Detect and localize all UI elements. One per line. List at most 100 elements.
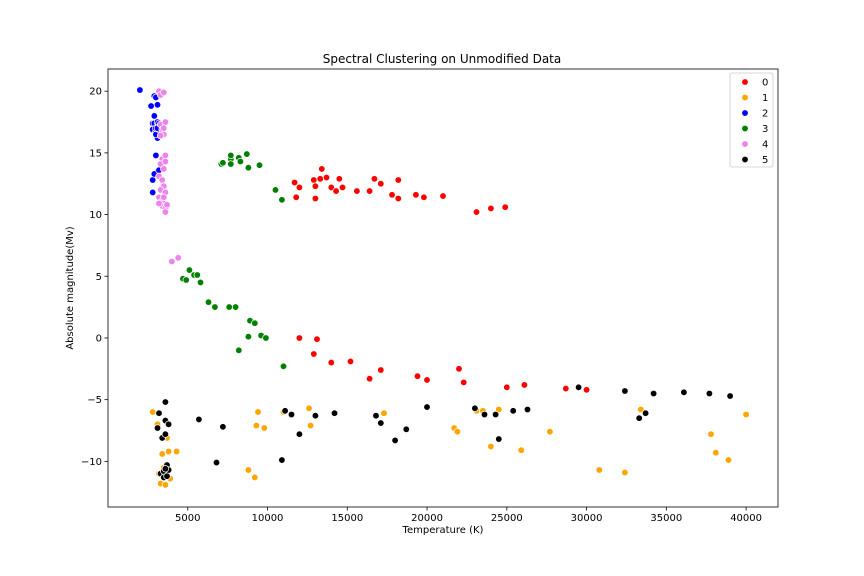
- legend-marker: [741, 155, 749, 164]
- data-point: [641, 409, 650, 417]
- plot-area-frame: [107, 68, 779, 508]
- data-point: [453, 428, 462, 436]
- data-point: [460, 378, 468, 387]
- data-point: [380, 409, 388, 417]
- data-point: [712, 449, 720, 457]
- data-point: [316, 175, 324, 183]
- data-point: [637, 405, 645, 414]
- chart-title: Spectral Clustering on Unmodified Data: [323, 52, 561, 66]
- data-point: [365, 187, 374, 195]
- x-tick-label: 30000: [571, 513, 603, 524]
- data-point: [402, 425, 410, 433]
- data-point: [327, 358, 335, 367]
- data-point: [311, 412, 320, 420]
- legend-marker: [741, 109, 749, 117]
- data-point: [149, 188, 157, 197]
- data-point: [523, 405, 532, 414]
- legend-box: [729, 72, 774, 168]
- data-point: [377, 419, 385, 427]
- legend: 0 1 2 3 4 5: [729, 72, 774, 168]
- x-tick-label: 40000: [730, 513, 762, 524]
- legend-item-0: 0: [741, 78, 768, 89]
- data-point: [251, 473, 259, 482]
- data-point: [412, 191, 420, 199]
- data-point: [147, 102, 155, 110]
- legend-marker: [741, 124, 749, 133]
- data-point: [310, 176, 318, 184]
- legend-item-3: 3: [741, 124, 768, 135]
- legend-label: 2: [762, 109, 768, 120]
- data-point: [219, 423, 227, 431]
- x-tick-label: 25000: [491, 513, 523, 524]
- y-tick-label: 0: [96, 333, 102, 344]
- legend-label: 0: [762, 78, 768, 89]
- data-point: [161, 118, 170, 126]
- data-point: [520, 381, 529, 389]
- data-point: [311, 182, 320, 190]
- data-point: [335, 175, 343, 183]
- data-point: [204, 298, 213, 306]
- x-tick-label: 5000: [175, 513, 200, 524]
- data-point: [153, 424, 162, 432]
- data-point: [262, 334, 270, 342]
- data-point: [227, 160, 235, 168]
- data-point: [156, 131, 165, 140]
- data-point: [182, 276, 190, 284]
- legend-label: 3: [762, 124, 768, 135]
- data-point: [503, 383, 511, 391]
- data-point: [491, 410, 500, 419]
- legend-item-4: 4: [741, 140, 768, 151]
- y-tick-label: 5: [96, 272, 102, 283]
- data-point: [439, 192, 447, 200]
- data-point: [161, 465, 170, 473]
- data-point: [227, 151, 235, 160]
- x-axis-ticks: 5000 10000 15000 20000 25000 30000 35000 40000: [175, 507, 762, 524]
- data-point: [149, 408, 157, 416]
- data-point: [394, 176, 402, 184]
- data-point: [236, 157, 245, 166]
- data-point: [161, 208, 170, 216]
- data-point: [158, 176, 166, 184]
- data-point: [196, 278, 205, 287]
- data-point: [680, 388, 688, 396]
- data-point: [295, 183, 304, 192]
- data-point: [172, 447, 181, 456]
- data-point: [413, 372, 422, 380]
- data-point: [370, 175, 379, 183]
- series-4: [155, 87, 182, 266]
- data-point: [287, 410, 296, 419]
- data-point: [353, 187, 361, 195]
- data-point: [318, 165, 326, 173]
- data-point: [501, 203, 509, 211]
- data-point: [388, 191, 396, 199]
- data-point: [338, 183, 347, 192]
- data-point: [595, 466, 603, 474]
- series-0: [290, 165, 591, 394]
- data-point: [211, 303, 219, 311]
- data-point: [161, 430, 170, 438]
- data-point: [212, 458, 221, 467]
- legend-marker: [741, 93, 749, 102]
- points-layer: [136, 86, 750, 489]
- data-point: [163, 201, 171, 209]
- data-point: [160, 165, 168, 173]
- data-point: [149, 176, 157, 184]
- data-point: [281, 407, 289, 415]
- data-point: [487, 442, 495, 451]
- data-point: [305, 404, 313, 412]
- data-point: [235, 346, 243, 354]
- data-point: [279, 362, 288, 370]
- data-point: [311, 194, 320, 203]
- data-point: [480, 410, 489, 419]
- legend-label: 1: [762, 93, 768, 104]
- legend-item-5: 5: [741, 155, 768, 166]
- series-3: [179, 150, 288, 370]
- series-5: [153, 383, 734, 482]
- data-point: [252, 421, 261, 430]
- data-point: [306, 421, 315, 430]
- data-point: [330, 409, 339, 417]
- data-point: [582, 386, 591, 394]
- data-point: [295, 334, 304, 342]
- data-point: [185, 266, 194, 274]
